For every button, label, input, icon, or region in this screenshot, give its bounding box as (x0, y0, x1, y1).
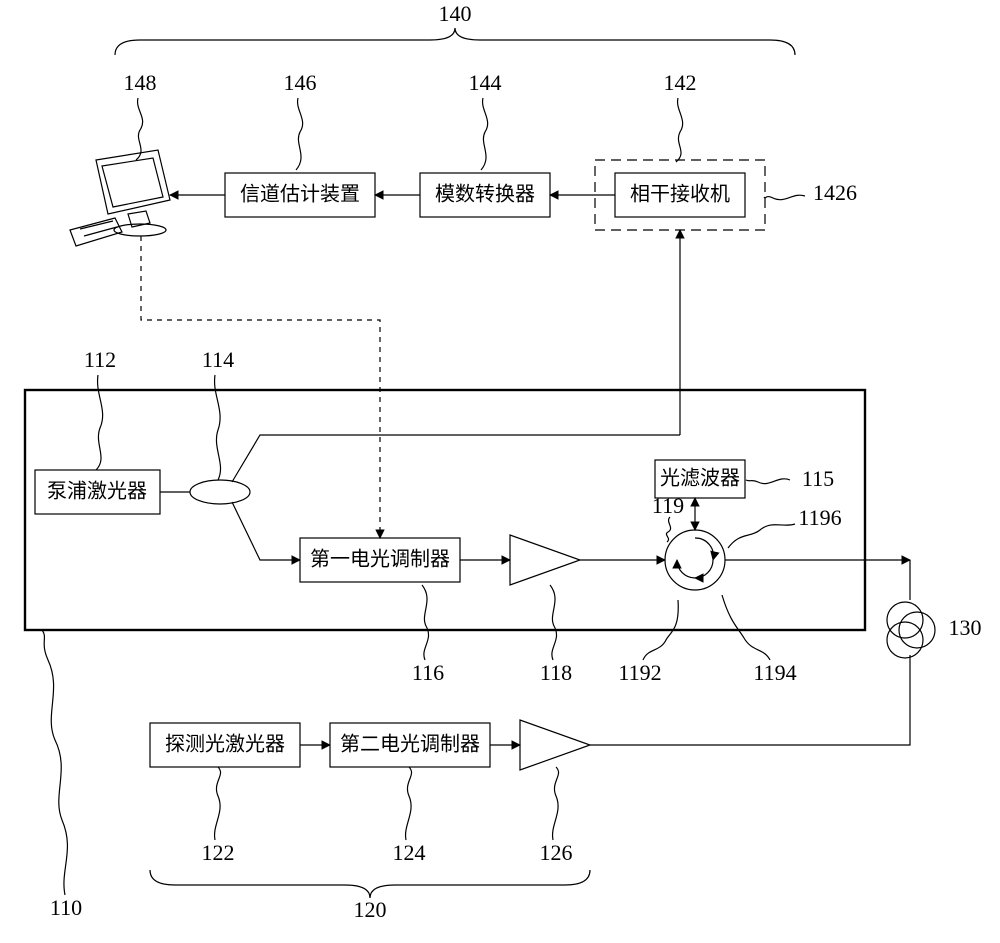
label-120: 120 (354, 897, 387, 922)
leader-1194: 1194 (722, 595, 797, 685)
leader-115: 115 (746, 466, 834, 491)
leader-118: 118 (540, 585, 572, 685)
svg-text:1426: 1426 (813, 180, 857, 205)
svg-text:119: 119 (652, 493, 684, 518)
svg-text:148: 148 (124, 70, 157, 95)
coh-rx-label: 相干接收机 (630, 182, 730, 205)
svg-text:116: 116 (412, 660, 444, 685)
wire-splitter-upper (232, 435, 680, 482)
computer-icon (70, 150, 170, 246)
svg-text:115: 115 (802, 466, 834, 491)
leader-124: 124 (393, 767, 426, 865)
splitter-114 (190, 480, 250, 504)
svg-text:1192: 1192 (618, 660, 661, 685)
label-140: 140 (439, 1, 472, 26)
leader-110: 110 (42, 630, 82, 920)
svg-text:114: 114 (202, 347, 234, 372)
amp-126 (520, 720, 590, 770)
svg-text:126: 126 (540, 840, 573, 865)
svg-text:142: 142 (664, 70, 697, 95)
leader-1426: 1426 (764, 180, 857, 205)
pump-laser-label: 泵浦激光器 (47, 479, 147, 502)
eom2-label: 第二电光调制器 (340, 732, 480, 755)
svg-text:146: 146 (284, 70, 317, 95)
adc-label: 模数转换器 (435, 182, 535, 205)
svg-text:118: 118 (540, 660, 572, 685)
leader-126: 126 (540, 767, 573, 865)
opt-filter-label: 光滤波器 (660, 466, 740, 489)
leader-114: 114 (202, 347, 234, 480)
svg-text:144: 144 (469, 70, 502, 95)
label-130: 130 (949, 615, 982, 640)
circulator-119 (665, 530, 725, 590)
wire-splitter-lower (232, 502, 300, 560)
amp-118 (510, 535, 580, 585)
leader-122: 122 (202, 767, 235, 865)
svg-text:110: 110 (50, 895, 82, 920)
leader-144: 144 (469, 70, 502, 170)
svg-text:124: 124 (393, 840, 426, 865)
leader-146: 146 (284, 70, 317, 170)
wire-pc-to-eom1 (141, 236, 380, 538)
leader-148: 148 (124, 70, 157, 160)
leader-1192: 1192 (618, 600, 678, 685)
eom1-label: 第一电光调制器 (310, 547, 450, 570)
svg-text:112: 112 (84, 347, 116, 372)
svg-text:1196: 1196 (798, 505, 841, 530)
leader-116: 116 (412, 585, 444, 685)
leader-142: 142 (664, 70, 697, 162)
leader-1196: 1196 (728, 505, 842, 548)
leader-112: 112 (84, 347, 116, 470)
svg-text:1194: 1194 (753, 660, 796, 685)
probe-laser-label: 探测光激光器 (165, 732, 285, 755)
channel-estimator-label: 信道估计装置 (240, 182, 360, 205)
svg-text:122: 122 (202, 840, 235, 865)
